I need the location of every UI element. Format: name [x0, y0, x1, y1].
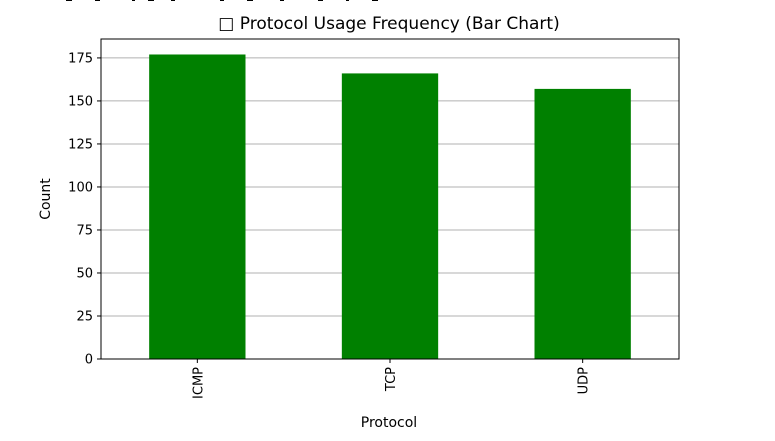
y-axis-label: Count	[38, 178, 54, 220]
bars-layer	[149, 54, 631, 360]
y-tick-label: 0	[85, 353, 93, 368]
x-tick-label: TCP	[384, 367, 399, 392]
x-axis-label: Protocol	[361, 415, 417, 431]
y-axis: 0 25 50 75 100 125 150 175	[68, 51, 101, 368]
y-tick-label: 175	[68, 51, 93, 66]
chart-title: □ Protocol Usage Frequency (Bar Chart)	[218, 14, 559, 34]
clipped-code-fragment	[40, 0, 390, 4]
y-tick-label: 75	[76, 223, 93, 238]
y-tick-label: 25	[76, 309, 93, 324]
bar-tcp	[341, 73, 439, 359]
x-axis: ICMP TCP UDP	[191, 359, 592, 399]
plot-frame	[100, 38, 680, 360]
x-tick-label: ICMP	[191, 367, 206, 399]
bar-udp	[534, 88, 631, 360]
y-tick-label: 125	[68, 137, 93, 152]
y-tick-label: 150	[68, 94, 93, 109]
bar-icmp	[149, 54, 246, 359]
y-tick-label: 100	[68, 180, 93, 195]
y-tick-label: 50	[76, 266, 93, 281]
x-tick-label: UDP	[577, 367, 592, 395]
